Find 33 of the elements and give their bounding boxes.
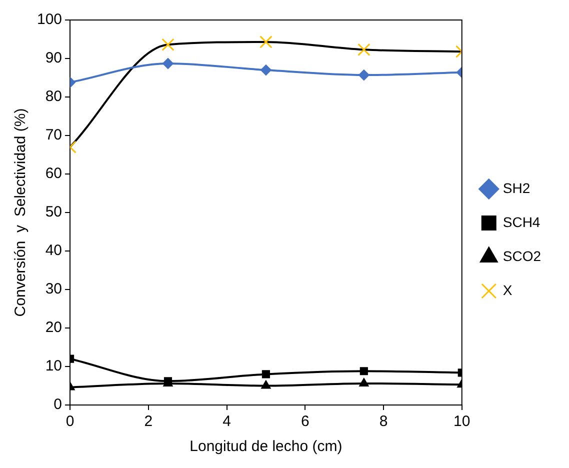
x-axis-title: Longitud de lecho (cm) bbox=[190, 438, 342, 456]
legend-label: SCO2 bbox=[502, 248, 542, 264]
y-tick-label: 20 bbox=[45, 319, 62, 336]
y-tick-label: 70 bbox=[45, 126, 62, 144]
x-tick-label: 10 bbox=[454, 413, 470, 430]
y-tick-label: 40 bbox=[45, 242, 62, 260]
y-tick-label: 100 bbox=[36, 11, 62, 28]
y-tick-label: 60 bbox=[45, 165, 62, 182]
x-tick-label: 0 bbox=[66, 413, 74, 430]
x-tick-label: 4 bbox=[222, 413, 231, 430]
point bbox=[162, 58, 174, 70]
point bbox=[162, 38, 174, 52]
y-axis-title: Conversión y Selectividad (%) bbox=[12, 108, 30, 317]
point bbox=[358, 43, 370, 56]
y-tick-label: 90 bbox=[45, 50, 62, 67]
x-tick-label: 2 bbox=[144, 413, 153, 430]
legend-label: SH2 bbox=[502, 180, 530, 196]
y-tick-label: 80 bbox=[45, 88, 62, 106]
x-tick-label: 6 bbox=[300, 413, 310, 430]
point bbox=[358, 70, 370, 81]
y-tick-label: 50 bbox=[45, 204, 62, 221]
y-tick-label: 30 bbox=[45, 280, 62, 298]
point bbox=[260, 64, 272, 76]
point bbox=[359, 378, 369, 386]
y-tick-label: 10 bbox=[45, 358, 62, 375]
y-tick-label: 0 bbox=[54, 396, 62, 414]
point bbox=[261, 380, 271, 389]
point bbox=[262, 370, 270, 378]
point bbox=[360, 367, 368, 376]
x-tick-label: 8 bbox=[379, 413, 388, 430]
point bbox=[260, 36, 272, 48]
legend-label: X bbox=[502, 282, 513, 298]
legend-label: SCH4 bbox=[502, 214, 540, 230]
